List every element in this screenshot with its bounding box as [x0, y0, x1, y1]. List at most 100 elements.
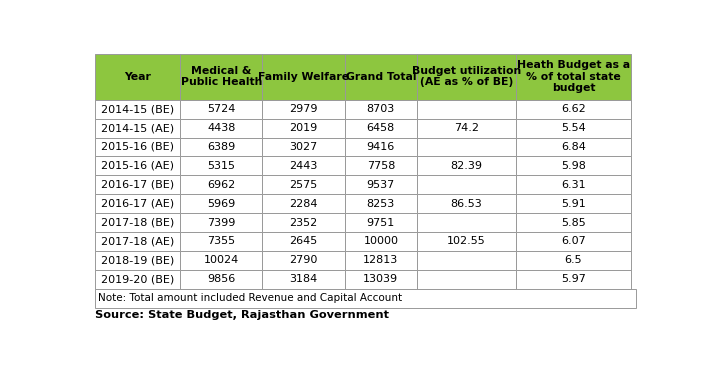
Bar — [95, 289, 636, 308]
Bar — [516, 213, 631, 232]
Text: 3027: 3027 — [289, 142, 318, 152]
Bar — [180, 156, 262, 175]
Bar — [417, 156, 516, 175]
Bar — [345, 156, 417, 175]
Text: 2352: 2352 — [289, 218, 318, 228]
Text: 5.54: 5.54 — [561, 123, 586, 133]
Bar — [345, 232, 417, 251]
Bar — [95, 138, 180, 156]
Text: 6.84: 6.84 — [561, 142, 586, 152]
Text: 82.39: 82.39 — [451, 161, 483, 171]
Text: 2014-15 (AE): 2014-15 (AE) — [101, 123, 174, 133]
Text: 5.97: 5.97 — [561, 274, 586, 284]
Bar — [417, 175, 516, 194]
Bar — [262, 175, 345, 194]
Text: 2019: 2019 — [289, 123, 318, 133]
Bar — [262, 194, 345, 213]
Bar — [417, 118, 516, 138]
Text: 2284: 2284 — [289, 199, 318, 209]
Bar — [95, 118, 180, 138]
Bar — [516, 232, 631, 251]
Bar — [345, 138, 417, 156]
Text: 4438: 4438 — [207, 123, 235, 133]
Text: 2016-17 (BE): 2016-17 (BE) — [101, 180, 174, 190]
Text: 2015-16 (BE): 2015-16 (BE) — [101, 142, 174, 152]
Text: Budget utilization
(AE as % of BE): Budget utilization (AE as % of BE) — [412, 66, 521, 87]
Bar — [417, 270, 516, 289]
Text: 9856: 9856 — [207, 274, 235, 284]
Text: 5.91: 5.91 — [561, 199, 586, 209]
Text: 6.62: 6.62 — [561, 104, 586, 114]
Text: Year: Year — [124, 72, 150, 82]
Bar — [345, 100, 417, 118]
Bar — [180, 100, 262, 118]
Bar — [180, 138, 262, 156]
Text: 2575: 2575 — [289, 180, 318, 190]
Bar — [262, 270, 345, 289]
Bar — [180, 118, 262, 138]
Bar — [95, 270, 180, 289]
Text: 6389: 6389 — [207, 142, 235, 152]
Bar — [516, 100, 631, 118]
Bar — [95, 100, 180, 118]
Bar — [95, 213, 180, 232]
Text: 2019-20 (BE): 2019-20 (BE) — [101, 274, 174, 284]
Bar — [345, 194, 417, 213]
Text: 2979: 2979 — [289, 104, 318, 114]
Bar — [262, 54, 345, 100]
Text: 6.07: 6.07 — [561, 237, 586, 246]
Text: 2443: 2443 — [289, 161, 318, 171]
Bar — [417, 194, 516, 213]
Bar — [95, 251, 180, 270]
Text: 2790: 2790 — [289, 255, 318, 265]
Bar — [516, 118, 631, 138]
Text: 3184: 3184 — [289, 274, 318, 284]
Bar — [516, 270, 631, 289]
Bar — [95, 54, 180, 100]
Bar — [417, 138, 516, 156]
Text: 2645: 2645 — [289, 237, 318, 246]
Bar — [262, 213, 345, 232]
Text: Source: State Budget, Rajasthan Government: Source: State Budget, Rajasthan Governme… — [95, 310, 389, 320]
Text: 74.2: 74.2 — [454, 123, 479, 133]
Text: 6.31: 6.31 — [561, 180, 586, 190]
Text: 9537: 9537 — [366, 180, 395, 190]
Text: Grand Total: Grand Total — [346, 72, 416, 82]
Bar — [345, 270, 417, 289]
Bar — [180, 232, 262, 251]
Text: Family Welfare: Family Welfare — [258, 72, 349, 82]
Text: 9751: 9751 — [366, 218, 395, 228]
Text: 7355: 7355 — [207, 237, 235, 246]
Bar — [345, 118, 417, 138]
Bar — [516, 54, 631, 100]
Text: Note: Total amount included Revenue and Capital Account: Note: Total amount included Revenue and … — [98, 293, 403, 303]
Text: 8703: 8703 — [366, 104, 395, 114]
Text: 5.98: 5.98 — [561, 161, 586, 171]
Text: 86.53: 86.53 — [451, 199, 482, 209]
Bar — [180, 194, 262, 213]
Text: Heath Budget as a
% of total state
budget: Heath Budget as a % of total state budge… — [517, 60, 630, 93]
Bar — [262, 232, 345, 251]
Bar — [262, 251, 345, 270]
Bar — [95, 175, 180, 194]
Bar — [516, 138, 631, 156]
Bar — [180, 175, 262, 194]
Bar — [516, 156, 631, 175]
Bar — [516, 175, 631, 194]
Text: 12813: 12813 — [363, 255, 399, 265]
Text: 5724: 5724 — [207, 104, 235, 114]
Bar — [417, 54, 516, 100]
Text: 8253: 8253 — [366, 199, 395, 209]
Text: 2017-18 (BE): 2017-18 (BE) — [101, 218, 174, 228]
Bar — [345, 251, 417, 270]
Text: 6458: 6458 — [366, 123, 395, 133]
Text: 6.5: 6.5 — [565, 255, 583, 265]
Text: 7758: 7758 — [366, 161, 395, 171]
Bar — [345, 213, 417, 232]
Text: 2014-15 (BE): 2014-15 (BE) — [101, 104, 174, 114]
Text: 7399: 7399 — [207, 218, 235, 228]
Bar — [345, 175, 417, 194]
Bar — [180, 251, 262, 270]
Text: 2017-18 (AE): 2017-18 (AE) — [101, 237, 174, 246]
Text: 5969: 5969 — [207, 199, 235, 209]
